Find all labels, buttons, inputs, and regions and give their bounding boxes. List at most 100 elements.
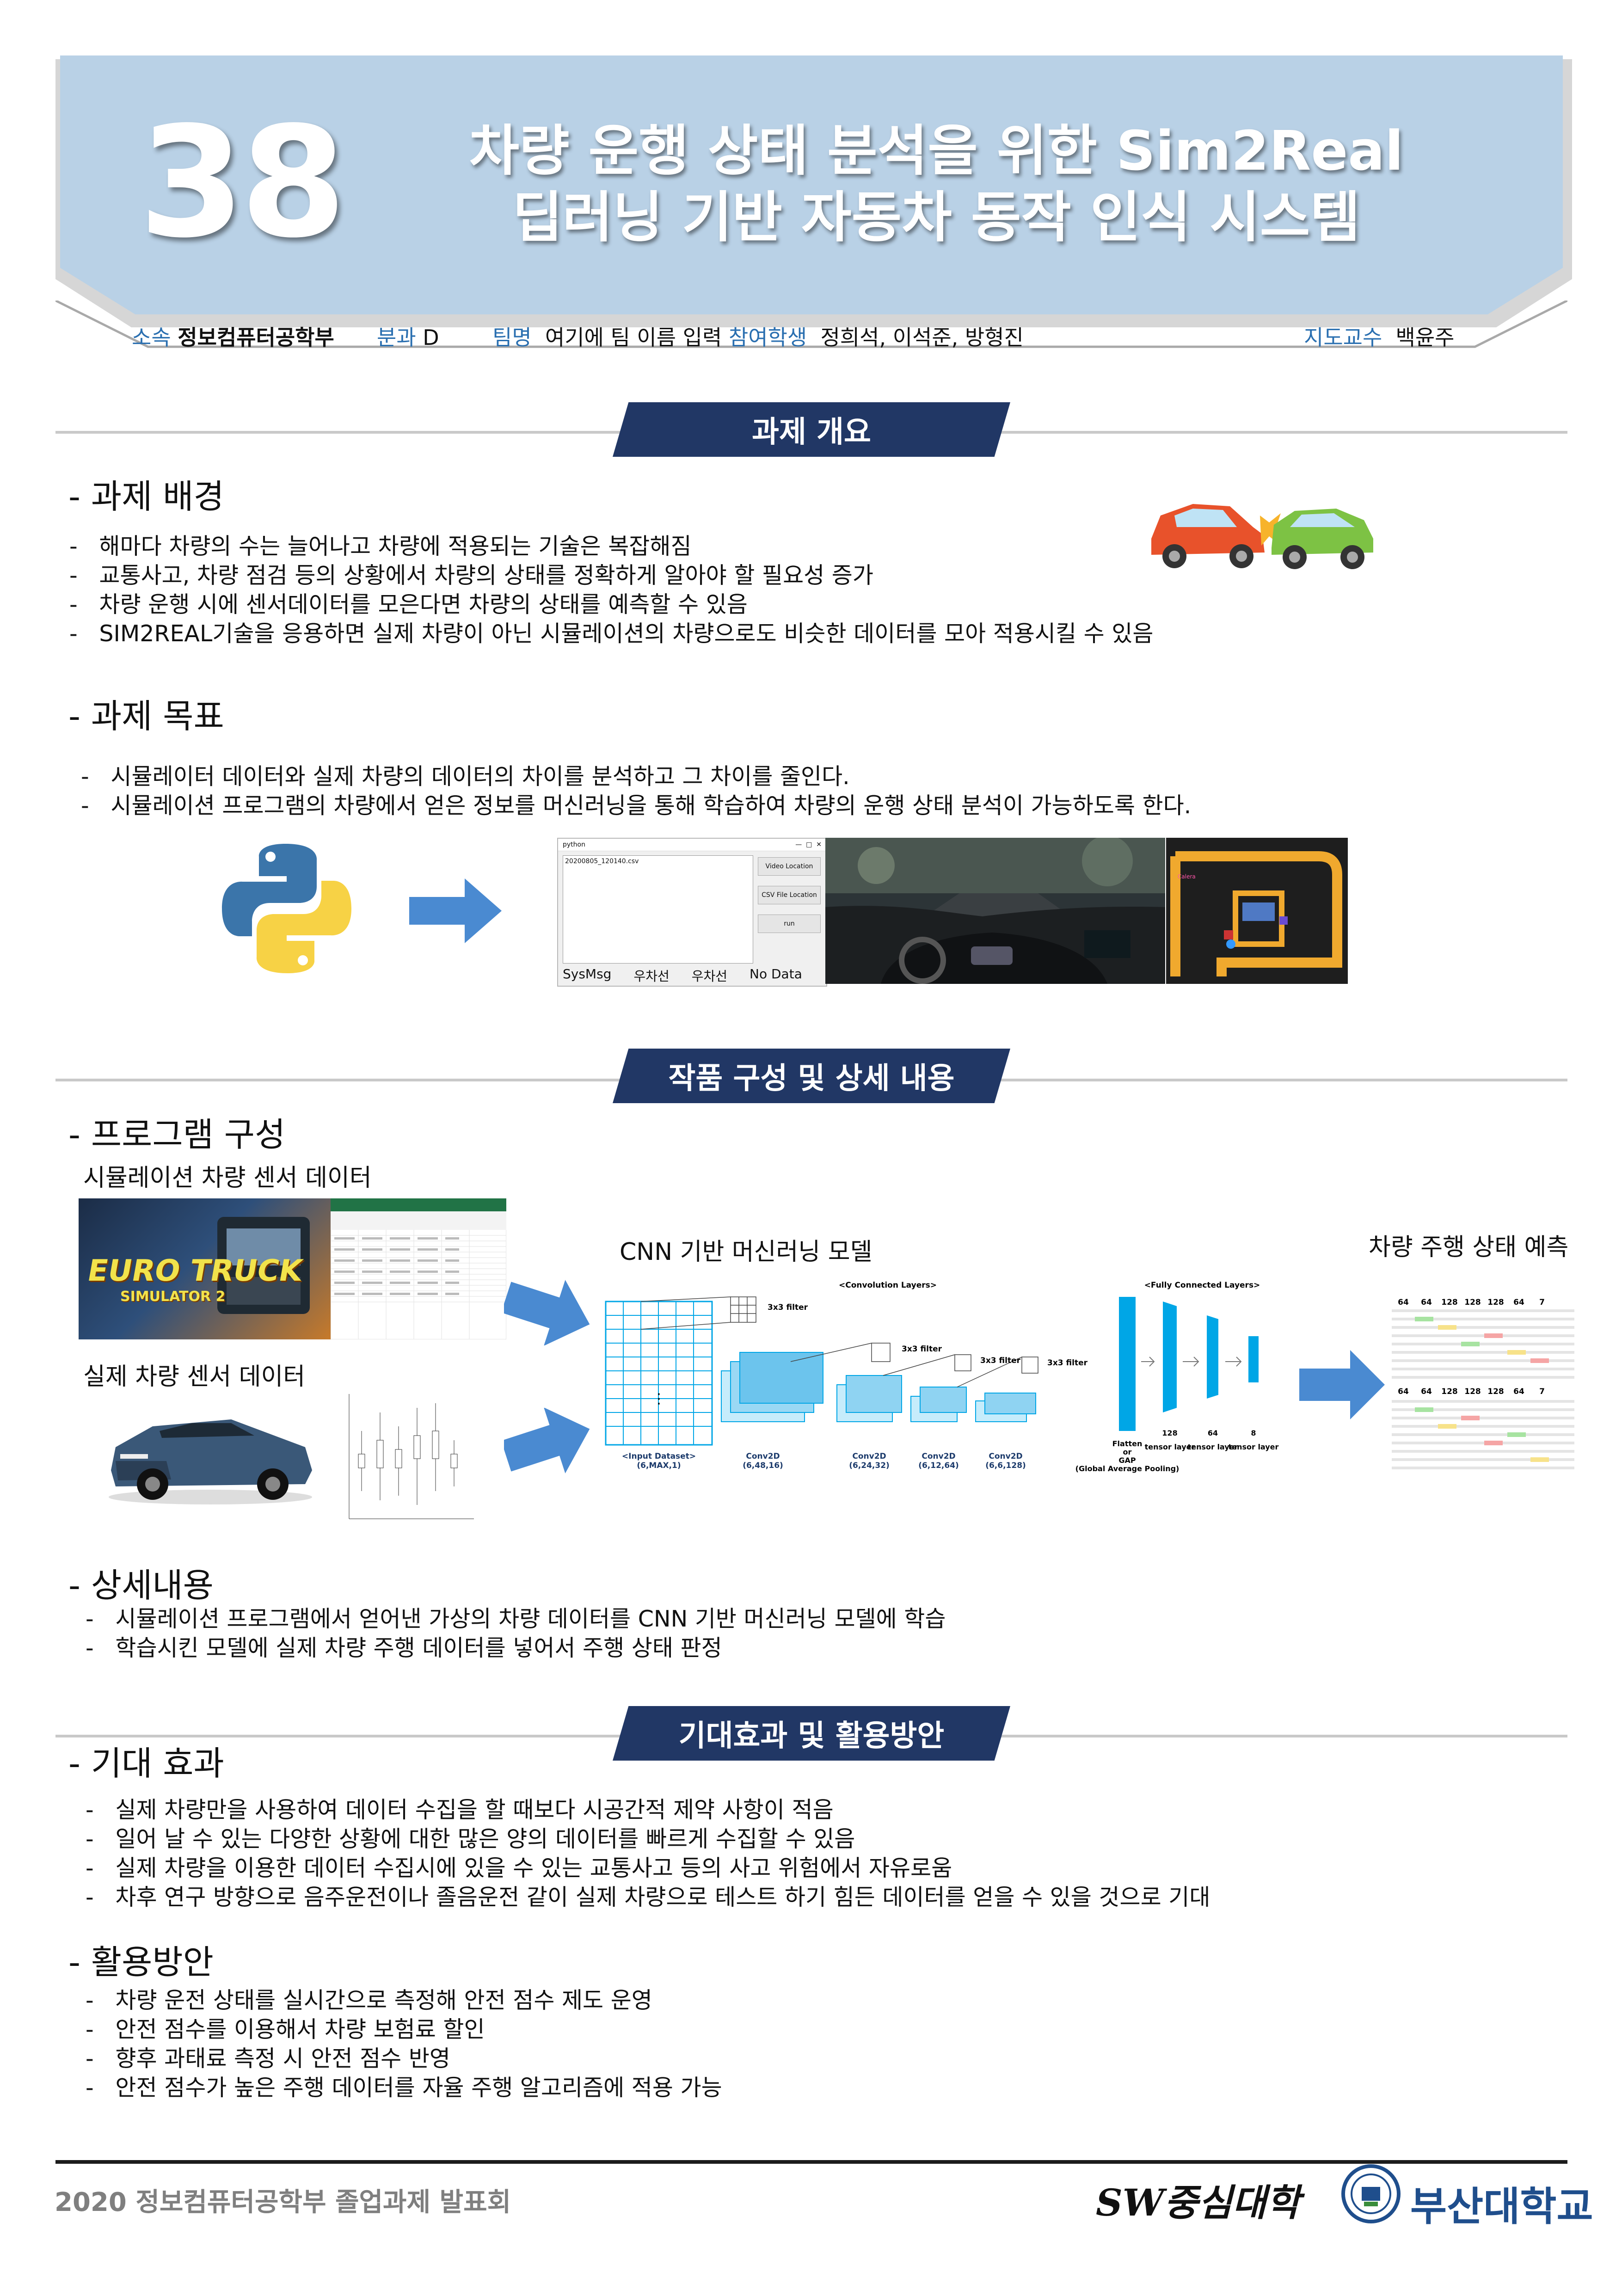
layer-name: Conv2D <box>922 1452 955 1461</box>
list-item: - 시뮬레이터 데이터와 실제 차량의 데이터의 차이를 분석하고 그 차이를 … <box>81 763 850 790</box>
python-app-window: python — □ ✕ 20200805_120140.csv Video L… <box>557 838 827 987</box>
fc-layers-label: <Fully Connected Layers> <box>1144 1281 1260 1290</box>
layer-shape: (6,24,32) <box>849 1461 890 1470</box>
filter-label: 3x3 filter <box>1047 1358 1088 1368</box>
list-item: - 학습시킨 모델에 실제 차량 주행 데이터를 넣어서 주행 상태 판정 <box>86 1635 722 1661</box>
detail-heading: - 상세내용 <box>68 1566 214 1605</box>
fc-name: tensor layer <box>1188 1443 1238 1451</box>
flatten-label: (Global Average Pooling) <box>1075 1464 1180 1473</box>
filter-label: 3x3 filter <box>768 1303 808 1312</box>
list-item: - 차량 운행 시에 센서데이터를 모은다면 차량의 상태를 예측할 수 있음 <box>69 591 748 618</box>
flatten-label: GAP <box>1118 1456 1136 1465</box>
pnu-emblem-icon <box>1341 2164 1401 2223</box>
list-item: - 교통사고, 차량 점검 등의 상황에서 차량의 상태를 정확하게 알아야 할… <box>69 562 873 589</box>
svg-text:128: 128 <box>1441 1387 1458 1396</box>
advisor: 지도교수 백윤주 <box>1304 325 1455 350</box>
fc-name: tensor layer <box>1229 1443 1279 1451</box>
euro-truck-image: EURO TRUCK SIMULATOR 2 <box>79 1198 331 1339</box>
csv-location-button[interactable]: CSV File Location <box>758 886 821 904</box>
cnn-diagram: 3x3 filter 3x3 filter 3x3 filter 3x3 fil… <box>605 1281 1279 1473</box>
goal-heading: - 과제 목표 <box>68 697 224 736</box>
section-title-composition: 작품 구성 및 상세 내용 <box>613 1049 1010 1103</box>
game-title: EURO TRUCK <box>85 1254 305 1288</box>
layer-name: Conv2D <box>746 1452 780 1461</box>
footer-divider <box>55 2160 1567 2164</box>
svg-text:64: 64 <box>1421 1387 1432 1396</box>
background-list: - 해마다 차량의 수는 늘어나고 차량에 적용되는 기술은 복잡해짐 - 교통… <box>69 532 1318 648</box>
svg-text:64: 64 <box>1513 1298 1524 1307</box>
expected-list: - 실제 차량만을 사용하여 데이터 수집을 할 때보다 시공간적 제약 사항이… <box>86 1795 1519 1912</box>
expected-heading: - 기대 효과 <box>68 1744 224 1783</box>
arrow-icon <box>1299 1350 1385 1419</box>
python-logo <box>222 844 351 973</box>
program-heading: - 프로그램 구성 <box>68 1115 286 1154</box>
fc-size: 8 <box>1251 1429 1256 1437</box>
flatten-label: Flatten <box>1112 1439 1143 1448</box>
fc-size: 128 <box>1162 1429 1177 1437</box>
list-item: - 안전 점수를 이용해서 차량 보험료 할인 <box>86 2016 485 2043</box>
svg-text:128: 128 <box>1487 1298 1504 1307</box>
game-subtitle: SIMULATOR 2 <box>120 1289 226 1305</box>
division: 분과 D <box>377 325 439 350</box>
svg-text:128: 128 <box>1464 1298 1481 1307</box>
layer-shape: (6,12,64) <box>918 1461 959 1470</box>
real-data-caption: 실제 차량 센서 데이터 <box>83 1363 306 1391</box>
layer-name: Conv2D <box>852 1452 886 1461</box>
fc-name: tensor layer <box>1145 1443 1195 1451</box>
layer-shape: (6,6,128) <box>985 1461 1026 1470</box>
title-line-2: 딥러닝 기반 자동차 동작 인식 시스템 <box>512 185 1360 249</box>
university-name: 부산대학교 <box>1410 2184 1593 2230</box>
team: 팀명 여기에 팀 이름 입력 참여학생 정희석, 이석준, 방형진 <box>492 325 1024 350</box>
svg-text:7: 7 <box>1539 1387 1545 1396</box>
filter-label: 3x3 filter <box>902 1344 942 1354</box>
truck-illustration <box>217 1217 310 1314</box>
affiliation: 소속 정보컴퓨터공학부 <box>132 325 334 350</box>
spreadsheet-image <box>331 1198 506 1339</box>
layer-name: <Input Dataset> <box>622 1452 696 1461</box>
svg-text:64: 64 <box>1513 1387 1524 1396</box>
filter-label: 3x3 filter <box>980 1356 1021 1365</box>
svg-text:128: 128 <box>1441 1298 1458 1307</box>
car-crash-illustration <box>1151 504 1373 569</box>
detail-list: - 시뮬레이션 프로그램에서 얻어낸 가상의 차량 데이터를 CNN 기반 머신… <box>86 1604 1426 1663</box>
poster-number: 38 <box>139 94 346 271</box>
usage-heading: - 활용방안 <box>68 1943 214 1982</box>
svg-text:128: 128 <box>1464 1387 1481 1396</box>
svg-text:64: 64 <box>1398 1387 1409 1396</box>
background-heading: - 과제 배경 <box>68 477 224 516</box>
list-item: - 일어 날 수 있는 다양한 상황에 대한 많은 양의 데이터를 빠르게 수집… <box>86 1826 855 1852</box>
prediction-caption: 차량 주행 상태 예측 <box>1369 1234 1569 1261</box>
layer-shape: (6,48,16) <box>743 1461 783 1470</box>
section-title-effects: 기대효과 및 활용방안 <box>613 1706 1010 1761</box>
list-item: - 시뮬레이션 프로그램에서 얻어낸 가상의 차량 데이터를 CNN 기반 머신… <box>86 1606 946 1632</box>
list-item: - 시뮬레이션 프로그램의 차량에서 얻은 정보를 머신러닝을 통해 학습하여 … <box>81 792 1192 819</box>
arrow-icon <box>504 1280 590 1345</box>
svg-text:Calera: Calera <box>1178 873 1196 880</box>
driving-sim-screenshot <box>825 838 1165 984</box>
svg-text:128: 128 <box>1487 1387 1504 1396</box>
section-title-overview: 과제 개요 <box>613 402 1010 457</box>
arrow-icon <box>409 878 502 943</box>
flatten-label: or <box>1123 1448 1132 1456</box>
run-button[interactable]: run <box>758 915 821 933</box>
file-listbox[interactable]: 20200805_120140.csv <box>563 855 753 964</box>
video-location-button[interactable]: Video Location <box>758 857 821 876</box>
usage-list: - 차량 운전 상태를 실시간으로 측정해 안전 점수 제도 운영 - 안전 점… <box>86 1986 1519 2102</box>
boxplot-image <box>340 1385 479 1528</box>
event-name: 2020 정보컴퓨터공학부 졸업과제 발표회 <box>55 2187 511 2217</box>
ellipsis: ⋮ <box>652 1391 666 1407</box>
arrow-icon <box>504 1408 590 1473</box>
layer-shape: (6,MAX,1) <box>637 1461 681 1470</box>
goal-list: - 시뮬레이터 데이터와 실제 차량의 데이터의 차이를 분석하고 그 차이를 … <box>81 762 1422 820</box>
fc-size: 64 <box>1208 1429 1218 1437</box>
list-item: - SIM2REAL기술을 응용하면 실제 차량이 아닌 시뮬레이션의 차량으로… <box>69 620 1154 647</box>
sw-university-logo: SW중심대학 <box>1096 2181 1301 2224</box>
window-controls[interactable]: — □ ✕ <box>795 841 822 848</box>
list-item: - 안전 점수가 높은 주행 데이터를 자율 주행 알고리즘에 적용 가능 <box>86 2075 722 2101</box>
banner-outline <box>55 301 1567 348</box>
prediction-table: 64 64 128 128 128 64 7 64 64 128 128 128 64 7 <box>1387 1295 1579 1484</box>
layer-name: Conv2D <box>989 1452 1022 1461</box>
list-item: - 실제 차량만을 사용하여 데이터 수집을 할 때보다 시공간적 제약 사항이… <box>86 1797 834 1823</box>
file-item[interactable]: 20200805_120140.csv <box>565 858 639 865</box>
svg-text:64: 64 <box>1421 1298 1432 1307</box>
